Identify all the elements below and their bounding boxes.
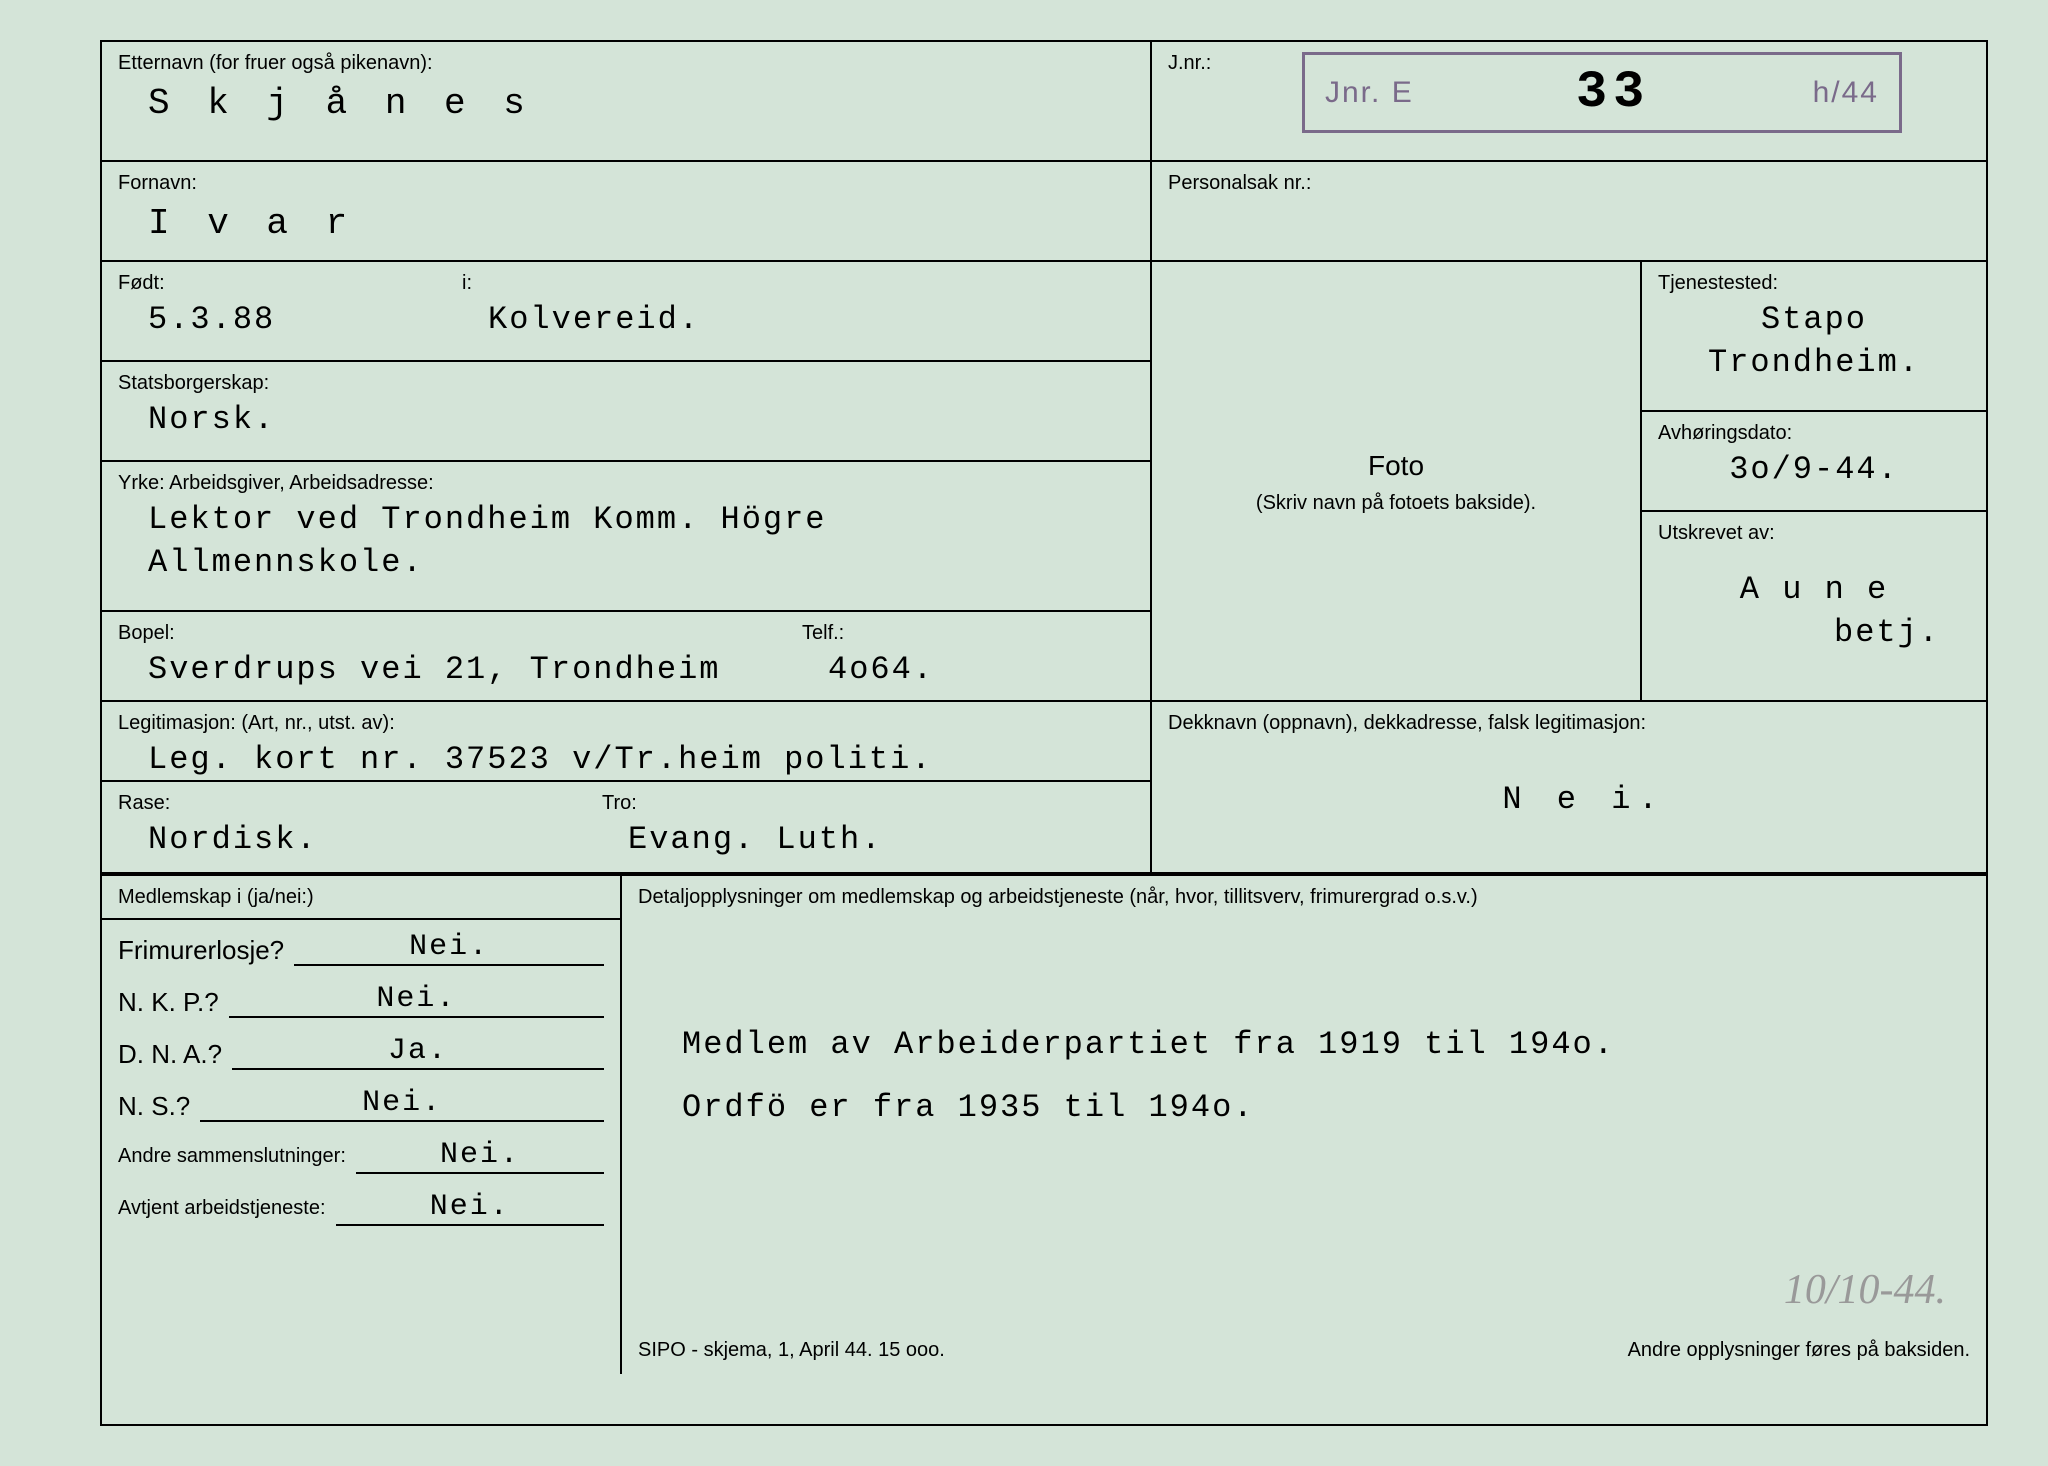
value-avhoringsdato: 3o/9-44. xyxy=(1658,445,1970,488)
value-yrke-1: Lektor ved Trondheim Komm. Högre xyxy=(118,495,1134,538)
label-medlemskap: Medlemskap i (ja/nei:) xyxy=(118,886,604,909)
value-statsborgerskap: Norsk. xyxy=(118,395,1134,438)
field-etternavn: Etternavn (for fruer også pikenavn): S k… xyxy=(102,42,1150,162)
field-rase-tro: Rase: Tro: Nordisk. Evang. Luth. xyxy=(102,782,1150,870)
membership-ns: N. S.? Nei. xyxy=(102,1076,620,1128)
value-utskrevet-1: A u n e xyxy=(1658,565,1970,608)
membership-frimurer: Frimurerlosje? Nei. xyxy=(102,920,620,972)
field-legitimasjon: Legitimasjon: (Art, nr., utst. av): Leg.… xyxy=(102,702,1150,782)
stamp-jnr: Jnr. E 33 h/44 xyxy=(1302,52,1902,133)
membership-dna: D. N. A.? Ja. xyxy=(102,1024,620,1076)
field-personalsak: Personalsak nr.: xyxy=(1152,162,1986,262)
label-tjenestested: Tjenestested: xyxy=(1658,272,1970,295)
label-ns: N. S.? xyxy=(118,1091,190,1122)
field-bopel: Bopel: Telf.: Sverdrups vei 21, Trondhei… xyxy=(102,612,1150,702)
value-tjenestested-1: Stapo xyxy=(1658,295,1970,338)
label-personalsak: Personalsak nr.: xyxy=(1168,172,1970,195)
value-ns: Nei. xyxy=(200,1086,604,1122)
label-dekknavn: Dekknavn (oppnavn), dekkadresse, falsk l… xyxy=(1168,712,1970,735)
label-frimurer: Frimurerlosje? xyxy=(118,935,284,966)
label-legitimasjon: Legitimasjon: (Art, nr., utst. av): xyxy=(118,712,1134,735)
value-yrke-2: Allmennskole. xyxy=(118,538,1134,581)
label-fornavn: Fornavn: xyxy=(118,172,1134,195)
field-detalj-body: Medlem av Arbeiderpartiet fra 1919 til 1… xyxy=(622,920,1986,1126)
value-nkp: Nei. xyxy=(229,982,604,1018)
label-tro: Tro: xyxy=(602,792,637,815)
value-detalj-2: Ordfö er fra 1935 til 194o. xyxy=(682,1083,1956,1126)
form-card: Etternavn (for fruer også pikenavn): S k… xyxy=(100,40,1988,1426)
value-fodt: 5.3.88 xyxy=(118,295,458,338)
value-tjenestested-2: Trondheim. xyxy=(1658,338,1970,381)
field-avhoringsdato: Avhøringsdato: 3o/9-44. xyxy=(1642,412,1986,512)
field-fodt: Født: i: 5.3.88 Kolvereid. xyxy=(102,262,1150,362)
value-telf: 4o64. xyxy=(798,645,934,688)
value-etternavn: S k j å n e s xyxy=(118,75,1134,124)
label-rase: Rase: xyxy=(118,792,170,814)
membership-avtjent: Avtjent arbeidstjeneste: Nei. xyxy=(102,1180,620,1232)
label-fodt-i: i: xyxy=(462,272,472,295)
stamp-right: h/44 xyxy=(1813,76,1879,110)
value-dekknavn: N e i. xyxy=(1168,775,1970,818)
field-dekknavn: Dekknavn (oppnavn), dekkadresse, falsk l… xyxy=(1152,702,1986,872)
label-nkp: N. K. P.? xyxy=(118,987,219,1018)
label-fodt: Født: xyxy=(118,272,165,294)
field-statsborgerskap: Statsborgerskap: Norsk. xyxy=(102,362,1150,462)
label-statsborgerskap: Statsborgerskap: xyxy=(118,372,1134,395)
footer: SIPO - skjema, 1, April 44. 15 ooo. Andr… xyxy=(622,1327,1986,1374)
value-dna: Ja. xyxy=(232,1034,604,1070)
value-fornavn: I v a r xyxy=(118,195,1134,244)
field-fornavn: Fornavn: I v a r xyxy=(102,162,1150,262)
label-detalj: Detaljopplysninger om medlemskap og arbe… xyxy=(638,886,1970,909)
membership-andre: Andre sammenslutninger: Nei. xyxy=(102,1128,620,1180)
field-utskrevet: Utskrevet av: A u n e betj. xyxy=(1642,512,1986,702)
label-avhoringsdato: Avhøringsdato: xyxy=(1658,422,1970,445)
footer-left: SIPO - skjema, 1, April 44. 15 ooo. xyxy=(638,1339,945,1362)
label-foto: Foto xyxy=(1168,450,1624,482)
label-utskrevet: Utskrevet av: xyxy=(1658,522,1970,545)
value-tro: Evang. Luth. xyxy=(598,815,882,858)
membership-nkp: N. K. P.? Nei. xyxy=(102,972,620,1024)
label-dna: D. N. A.? xyxy=(118,1039,222,1070)
label-etternavn: Etternavn (for fruer også pikenavn): xyxy=(118,52,1134,75)
value-avtjent: Nei. xyxy=(336,1190,604,1226)
field-tjenestested: Tjenestested: Stapo Trondheim. xyxy=(1642,262,1986,412)
label-avtjent: Avtjent arbeidstjeneste: xyxy=(118,1196,326,1220)
footer-right: Andre opplysninger føres på baksiden. xyxy=(1628,1339,1970,1362)
field-jnr: J.nr.: Jnr. E 33 h/44 xyxy=(1152,42,1986,162)
label-telf: Telf.: xyxy=(802,622,844,645)
stamp-number: 33 xyxy=(1576,63,1650,122)
field-foto: Foto (Skriv navn på fotoets bakside). xyxy=(1152,262,1642,702)
label-andre: Andre sammenslutninger: xyxy=(118,1144,346,1168)
label-foto-sub: (Skriv navn på fotoets bakside). xyxy=(1168,492,1624,515)
handwritten-date: 10/10-44. xyxy=(1784,1266,1946,1314)
value-legitimasjon: Leg. kort nr. 37523 v/Tr.heim politi. xyxy=(118,735,1134,778)
value-andre: Nei. xyxy=(356,1138,604,1174)
stamp-left: Jnr. E xyxy=(1325,76,1414,110)
value-bopel: Sverdrups vei 21, Trondheim xyxy=(118,645,798,688)
value-rase: Nordisk. xyxy=(118,815,598,858)
label-bopel: Bopel: xyxy=(118,622,175,644)
value-detalj-1: Medlem av Arbeiderpartiet fra 1919 til 1… xyxy=(682,1020,1956,1063)
field-detalj-header: Detaljopplysninger om medlemskap og arbe… xyxy=(622,876,1986,920)
value-fodt-i: Kolvereid. xyxy=(458,295,700,338)
value-frimurer: Nei. xyxy=(294,930,604,966)
field-medlemskap-header: Medlemskap i (ja/nei:) xyxy=(102,876,620,920)
field-yrke: Yrke: Arbeidsgiver, Arbeidsadresse: Lekt… xyxy=(102,462,1150,612)
value-utskrevet-2: betj. xyxy=(1658,608,1970,651)
label-yrke: Yrke: Arbeidsgiver, Arbeidsadresse: xyxy=(118,472,1134,495)
